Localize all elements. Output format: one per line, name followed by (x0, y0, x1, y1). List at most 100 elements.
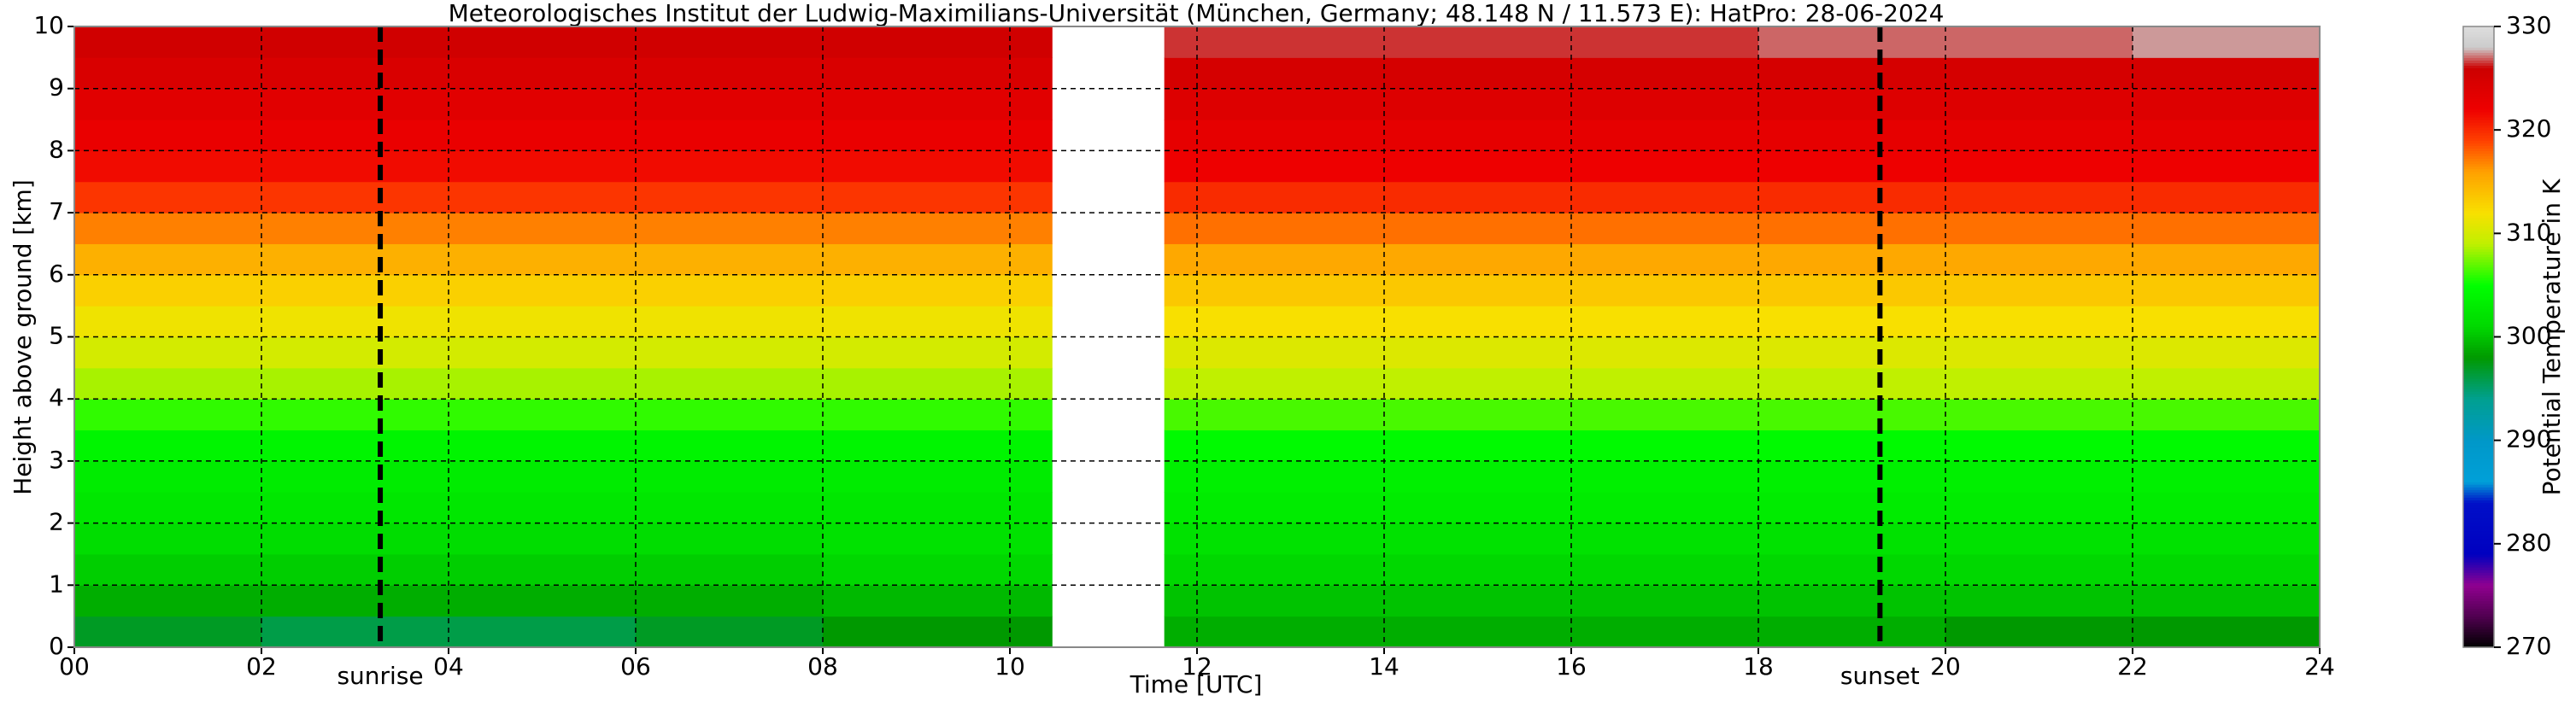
colorbar-segment (2463, 344, 2494, 348)
colorbar-segment (2463, 88, 2494, 92)
colorbar-segment (2463, 500, 2494, 503)
colorbar-segment (2463, 143, 2494, 146)
colorbar-segment (2463, 194, 2494, 198)
colorbar-segment (2463, 289, 2494, 294)
heatmap-cell (1945, 213, 2133, 244)
colorbar-segment (2463, 39, 2494, 43)
heatmap-cell (1571, 492, 1759, 524)
heatmap-cell (1164, 26, 1385, 58)
heatmap-cell (1571, 57, 1759, 90)
heatmap-cell (74, 213, 262, 244)
colorbar-segment (2463, 210, 2494, 213)
colorbar-segment (2463, 442, 2494, 447)
heatmap-cell (1571, 150, 1759, 183)
heatmap-cell (636, 150, 824, 183)
heatmap-cell (1384, 150, 1572, 183)
colorbar-segment (2463, 199, 2494, 203)
colorbar-segment (2463, 429, 2494, 434)
heatmap-cell (1164, 274, 1385, 307)
colorbar-segment (2463, 572, 2494, 576)
colorbar-segment (2463, 132, 2494, 136)
heatmap-cell (2133, 120, 2321, 151)
colorbar-segment (2463, 308, 2494, 312)
heatmap-cell (1758, 120, 1946, 151)
colorbar-segment (2463, 125, 2494, 128)
colorbar-segment (2463, 349, 2494, 354)
colorbar-segment (2463, 562, 2494, 565)
heatmap-cell (636, 274, 824, 307)
colorbar-segment (2463, 553, 2494, 558)
colorbar-segment (2463, 326, 2494, 330)
colorbar-segment (2463, 166, 2494, 170)
colorbar-segment (2463, 517, 2494, 522)
colorbar-segment (2463, 98, 2494, 102)
heatmap-cell (823, 553, 1053, 586)
heatmap-cell (1571, 120, 1759, 151)
colorbar-segment (2463, 507, 2494, 511)
colorbar-segment (2463, 626, 2494, 630)
colorbar-segment (2463, 611, 2494, 615)
heatmap-cell (1945, 523, 2133, 555)
colorbar-segment (2463, 218, 2494, 221)
heatmap-cell (1164, 57, 1385, 90)
colorbar-segment (2463, 231, 2494, 234)
heatmap-cell (1758, 523, 1946, 555)
heatmap-cell (1384, 336, 1572, 369)
heatmap-cell (261, 460, 449, 493)
colorbar-segment (2463, 520, 2494, 524)
colorbar-segment (2463, 474, 2494, 477)
heatmap-cell (1571, 553, 1759, 586)
heatmap-cell (1571, 429, 1759, 462)
colorbar-segment (2463, 256, 2494, 260)
colorbar-tick-label: 300 (2506, 322, 2551, 350)
heatmap-cell (1758, 336, 1946, 369)
heatmap-cell (74, 367, 262, 400)
heatmap-cell (1384, 523, 1572, 555)
colorbar-segment (2463, 282, 2494, 286)
heatmap-cell (74, 274, 262, 307)
colorbar-segment (2463, 540, 2494, 545)
colorbar-segment (2463, 618, 2494, 622)
heatmap-cell (449, 553, 637, 586)
colorbar-segment (2463, 339, 2494, 343)
heatmap-cell (636, 460, 824, 493)
heatmap-cell (261, 306, 449, 337)
colorbar-segment (2463, 329, 2494, 333)
colorbar-segment (2463, 274, 2494, 278)
colorbar-segment (2463, 352, 2494, 356)
heatmap-cell (2133, 181, 2321, 213)
colorbar-segment (2463, 316, 2494, 319)
colorbar-segment (2463, 347, 2494, 351)
heatmap-cell (1945, 429, 2133, 462)
heatmap-cell (1571, 181, 1759, 213)
colorbar-segment (2463, 259, 2494, 263)
heatmap-cell (449, 213, 637, 244)
heatmap-cell (1384, 243, 1572, 276)
colorbar-segment (2463, 215, 2494, 219)
colorbar-segment (2463, 412, 2494, 415)
heatmap-cell (636, 306, 824, 337)
x-tick-label: 20 (1930, 652, 1961, 681)
colorbar-segment (2463, 409, 2494, 412)
colorbar-segment (2463, 600, 2494, 605)
colorbar-segment (2463, 440, 2494, 444)
colorbar-segment (2463, 505, 2494, 509)
heatmap-cell (1945, 274, 2133, 307)
colorbar-segment (2463, 75, 2494, 79)
colorbar-segment (2463, 78, 2494, 82)
heatmap-cell (261, 523, 449, 555)
colorbar-segment (2463, 465, 2494, 470)
colorbar-segment (2463, 342, 2494, 346)
heatmap-cell (1164, 336, 1385, 369)
heatmap-cell (261, 120, 449, 151)
colorbar-segment (2463, 191, 2494, 196)
heatmap-cell (449, 616, 637, 648)
heatmap-cell (2133, 213, 2321, 244)
heatmap-cell (823, 399, 1053, 431)
colorbar-segment (2463, 460, 2494, 465)
colorbar-segment (2463, 47, 2494, 50)
colorbar-segment (2463, 401, 2494, 405)
heatmap-cell (636, 120, 824, 151)
colorbar-segment (2463, 91, 2494, 95)
colorbar-segment (2463, 243, 2494, 248)
